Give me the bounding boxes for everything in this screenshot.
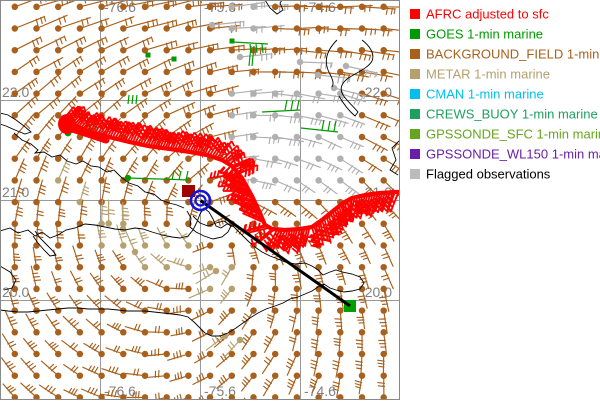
svg-text:CREWS_BUOY 1-min marine: CREWS_BUOY 1-min marine bbox=[426, 107, 598, 122]
svg-text:BACKGROUND_FIELD 1-min marine: BACKGROUND_FIELD 1-min marine bbox=[426, 47, 600, 62]
svg-text:GPSSONDE_SFC 1-min marine: GPSSONDE_SFC 1-min marine bbox=[426, 127, 600, 142]
svg-text:Flagged observations: Flagged observations bbox=[426, 167, 551, 182]
svg-text:GOES 1-min marine: GOES 1-min marine bbox=[426, 27, 543, 42]
svg-text:20.0: 20.0 bbox=[365, 284, 392, 300]
svg-text:GPSSONDE_WL150 1-min marine: GPSSONDE_WL150 1-min marine bbox=[426, 147, 600, 162]
svg-text:CMAN 1-min marine: CMAN 1-min marine bbox=[426, 87, 544, 102]
svg-text:-74.6: -74.6 bbox=[304, 383, 336, 399]
svg-text:21.0: 21.0 bbox=[2, 184, 29, 200]
svg-text:METAR 1-min marine: METAR 1-min marine bbox=[426, 67, 550, 82]
svg-text:AFRC adjusted to sfc: AFRC adjusted to sfc bbox=[426, 7, 549, 22]
